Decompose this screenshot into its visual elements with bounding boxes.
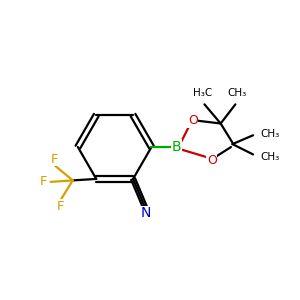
Text: CH₃: CH₃ [260,129,280,139]
Text: O: O [207,154,217,167]
Text: CH₃: CH₃ [227,88,247,98]
Text: F: F [51,153,58,166]
Text: H₃C: H₃C [194,88,213,98]
Text: F: F [40,176,47,188]
Text: O: O [188,114,198,127]
Text: CH₃: CH₃ [260,152,280,162]
Text: F: F [57,200,65,212]
Text: B: B [172,140,181,154]
Text: N: N [140,206,151,220]
